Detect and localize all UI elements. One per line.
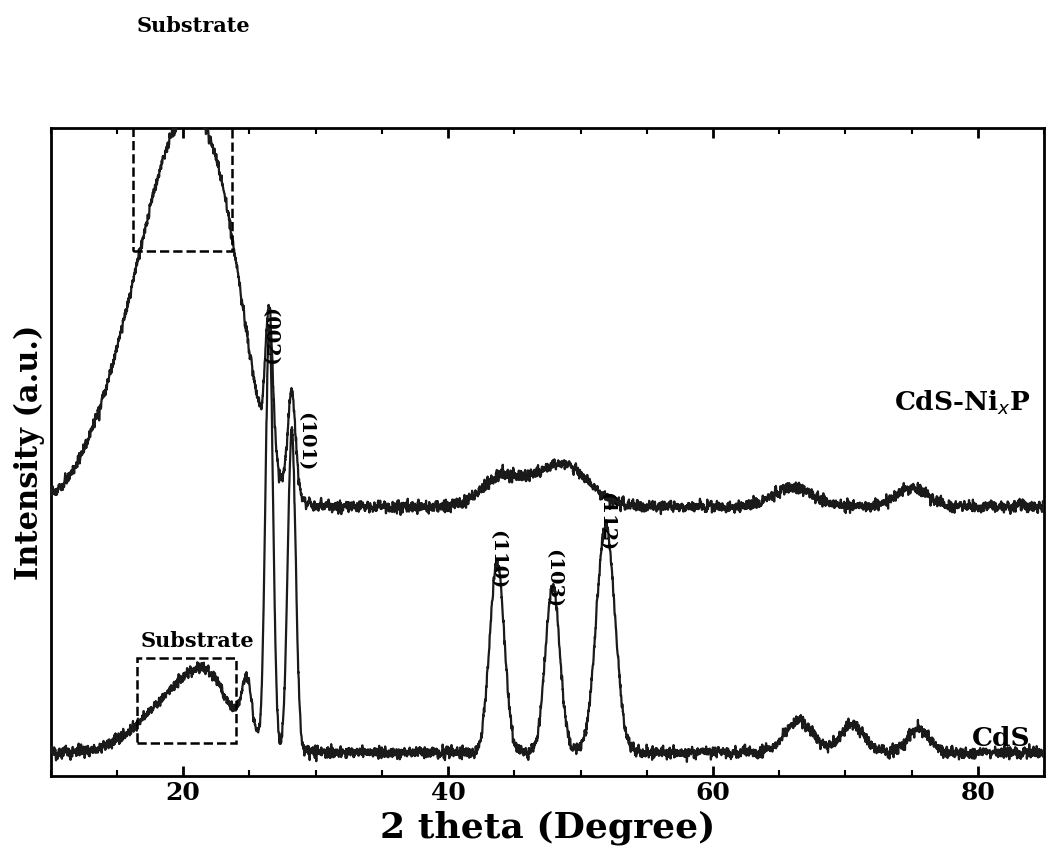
Bar: [136, 658, 236, 743]
Text: (101): (101): [296, 411, 314, 472]
Text: Substrate: Substrate: [141, 631, 254, 651]
Y-axis label: Intensity (a.u.): Intensity (a.u.): [14, 325, 45, 580]
Text: (002): (002): [260, 308, 278, 367]
Bar: [133, 43, 232, 251]
Text: CdS-Ni$_x$P: CdS-Ni$_x$P: [894, 388, 1030, 417]
Text: CdS: CdS: [972, 726, 1030, 751]
X-axis label: 2 theta (Degree): 2 theta (Degree): [380, 811, 715, 845]
Text: (103): (103): [544, 549, 562, 608]
Text: (110): (110): [488, 530, 506, 589]
Text: Substrate: Substrate: [136, 15, 251, 36]
Text: (112): (112): [597, 492, 615, 551]
